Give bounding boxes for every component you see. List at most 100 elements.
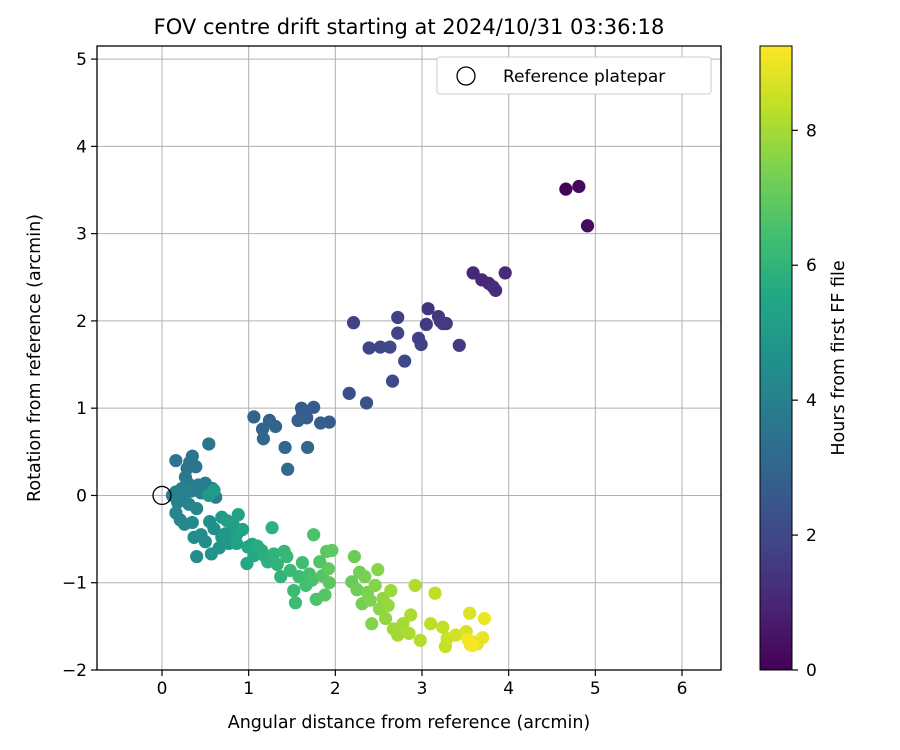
x-tick-label: 4 <box>503 679 514 699</box>
data-point <box>347 549 361 564</box>
data-point <box>229 536 244 551</box>
data-point <box>477 611 491 626</box>
data-point <box>476 631 490 645</box>
data-point <box>231 508 245 522</box>
x-axis-ticks: 0 1 2 3 4 5 6 <box>157 670 688 699</box>
data-point <box>362 341 376 355</box>
data-point <box>342 386 356 400</box>
colorbar-ticks: 0 2 4 6 8 <box>792 121 817 681</box>
data-point <box>391 326 405 340</box>
data-point <box>408 578 422 592</box>
x-tick-label: 3 <box>417 679 428 699</box>
data-point <box>247 410 261 424</box>
data-point <box>373 340 387 354</box>
data-point <box>404 608 418 622</box>
y-tick-label: −2 <box>62 661 87 681</box>
y-tick-label: 0 <box>76 486 87 506</box>
data-point <box>267 547 281 561</box>
legend: Reference platepar <box>436 56 712 95</box>
data-point <box>281 462 295 476</box>
data-point <box>307 528 321 542</box>
data-point <box>350 583 364 597</box>
data-point <box>268 419 283 434</box>
data-point <box>384 583 398 598</box>
y-tick-label: 4 <box>76 137 87 157</box>
data-point <box>288 596 303 610</box>
plot-frame <box>96 45 722 671</box>
x-axis-label: Angular distance from reference (arcmin) <box>228 713 591 733</box>
chart-title: FOV centre drift starting at 2024/10/31 … <box>154 15 665 39</box>
y-axis-label: Rotation from reference (arcmin) <box>25 214 45 502</box>
colorbar-tick-label: 0 <box>806 661 817 681</box>
data-point <box>314 416 328 430</box>
data-point <box>383 340 397 354</box>
x-tick-label: 1 <box>243 679 254 699</box>
data-point <box>379 611 393 626</box>
data-point <box>202 437 216 451</box>
data-point <box>391 628 405 642</box>
data-point <box>452 338 466 352</box>
data-point <box>385 374 400 388</box>
y-tick-label: 5 <box>76 50 87 70</box>
data-point <box>396 617 410 631</box>
data-point <box>419 317 433 331</box>
x-tick-label: 5 <box>590 679 601 699</box>
data-point <box>414 337 428 352</box>
data-point <box>305 573 319 587</box>
data-point <box>274 570 288 584</box>
data-point <box>449 628 463 642</box>
data-point <box>428 586 442 600</box>
data-point <box>270 557 284 572</box>
legend-entry: Reference platepar <box>503 67 665 87</box>
legend-marker <box>456 66 476 86</box>
data-point <box>307 400 321 414</box>
grid <box>97 46 721 671</box>
data-point <box>295 556 309 570</box>
colorbar-label: Hours from first FF file <box>829 260 849 455</box>
data-point <box>190 549 204 564</box>
data-point <box>318 588 332 602</box>
data-point <box>198 535 212 549</box>
data-point <box>265 521 279 535</box>
data-point <box>185 515 199 530</box>
data-point <box>185 449 199 463</box>
data-point <box>255 422 270 436</box>
colorbar-tick-label: 8 <box>806 121 817 141</box>
data-point <box>413 633 427 647</box>
data-point <box>421 302 435 316</box>
colorbar <box>759 45 793 671</box>
x-tick-label: 2 <box>330 679 341 699</box>
data-point <box>463 606 477 620</box>
y-tick-label: 1 <box>76 399 87 419</box>
data-point <box>291 413 305 427</box>
scatter-points <box>165 179 595 654</box>
data-point <box>371 563 385 577</box>
data-point <box>436 620 450 634</box>
x-tick-label: 0 <box>157 679 168 699</box>
legend-box <box>436 56 712 95</box>
colorbar-tick-label: 6 <box>806 256 817 276</box>
data-point <box>256 432 270 446</box>
data-point <box>439 316 453 331</box>
data-point <box>398 354 412 368</box>
data-point <box>580 219 595 233</box>
data-point <box>321 562 335 576</box>
data-point <box>169 453 183 468</box>
data-point <box>190 501 204 516</box>
reference-marker <box>152 485 172 506</box>
data-point <box>358 570 372 584</box>
data-point <box>287 583 301 598</box>
data-point <box>368 578 382 592</box>
data-point <box>278 440 292 455</box>
data-point <box>359 396 374 410</box>
data-point <box>301 440 315 455</box>
data-point <box>346 316 361 330</box>
x-tick-label: 6 <box>677 679 688 699</box>
y-axis-ticks: −2 −1 0 1 2 3 4 5 <box>62 50 97 681</box>
data-point <box>280 549 294 564</box>
data-point <box>322 576 336 590</box>
data-point <box>325 543 339 558</box>
data-point <box>572 179 586 194</box>
data-point <box>381 598 395 613</box>
